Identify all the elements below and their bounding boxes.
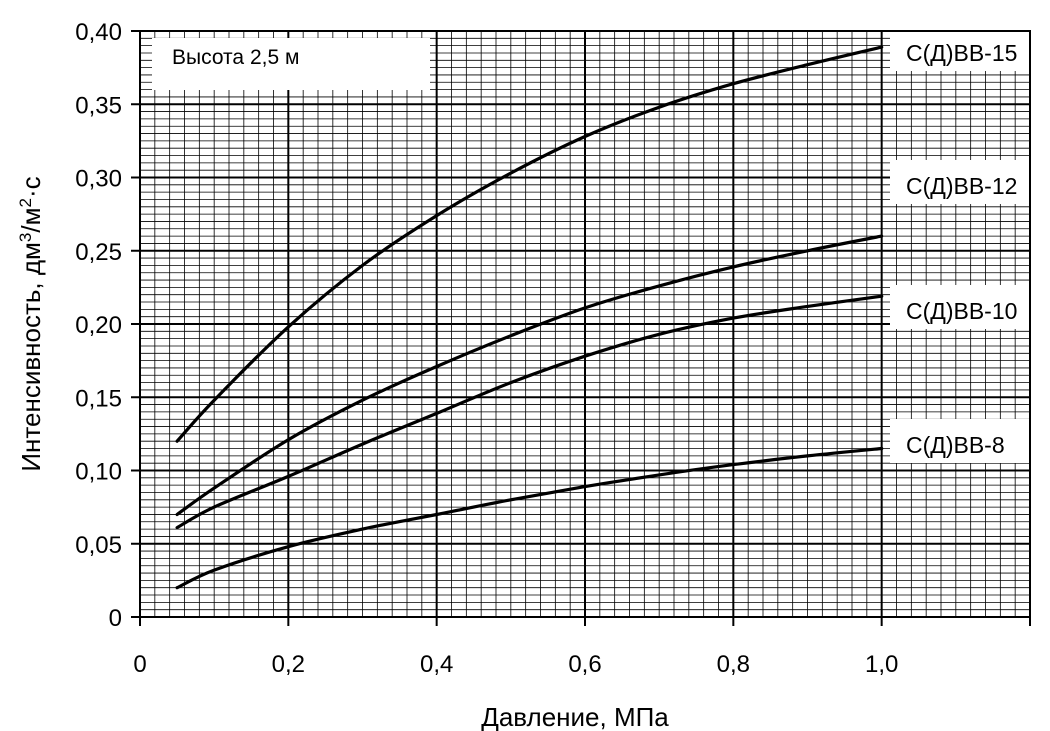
x-tick-label: 0,2	[272, 651, 305, 678]
y-tick-label: 0,20	[75, 312, 122, 339]
x-axis-title: Давление, МПа	[481, 702, 669, 731]
x-tick-label: 0,8	[717, 651, 750, 678]
y-tick-label: 0,10	[75, 459, 122, 486]
annotation-box: Высота 2,5 м	[152, 38, 430, 90]
series-label-background	[890, 285, 1046, 329]
x-tick-label: 0,6	[568, 651, 601, 678]
x-tick-label: 0	[133, 651, 146, 678]
y-tick-label: 0	[109, 605, 122, 632]
series-label-background	[890, 27, 1046, 71]
x-tick-labels: 0 0,2 0,4 0,6 0,8 1,0	[133, 651, 898, 678]
x-tick-label: 0,4	[420, 651, 453, 678]
series-line	[175, 446, 884, 590]
y-tick-label: 0,25	[75, 239, 122, 266]
y-tick-label: 0,15	[75, 385, 122, 412]
series-line	[175, 234, 884, 517]
series-labels: С(Д)ВВ-15 С(Д)ВВ-12 С(Д)ВВ-10 С(Д)ВВ-8	[906, 40, 1017, 458]
y-tick-label: 0,35	[75, 92, 122, 119]
y-axis-title: Интенсивность, дм3/м2·с	[16, 176, 47, 471]
height-annotation: Высота 2,5 м	[172, 46, 299, 69]
x-tick-label: 1,0	[865, 651, 898, 678]
series-line	[175, 45, 884, 443]
series-label: С(Д)ВВ-10	[906, 298, 1017, 324]
series-label: С(Д)ВВ-8	[906, 432, 1005, 458]
major-grid	[140, 31, 1030, 617]
y-tick-label: 0,40	[75, 19, 122, 46]
y-tick-labels: 0 0,05 0,10 0,15 0,20 0,25 0,30 0,35 0,40	[75, 19, 122, 632]
series-label-background	[890, 419, 1046, 463]
axis-ticks	[131, 30, 1031, 626]
y-tick-label: 0,05	[75, 532, 122, 559]
label-backgrounds	[890, 27, 1046, 463]
series-line	[175, 294, 884, 530]
series-label: С(Д)ВВ-15	[906, 40, 1017, 66]
series-label-background	[890, 160, 1046, 204]
series-label: С(Д)ВВ-12	[906, 173, 1017, 199]
series-lines	[175, 45, 884, 590]
y-tick-label: 0,30	[75, 166, 122, 193]
